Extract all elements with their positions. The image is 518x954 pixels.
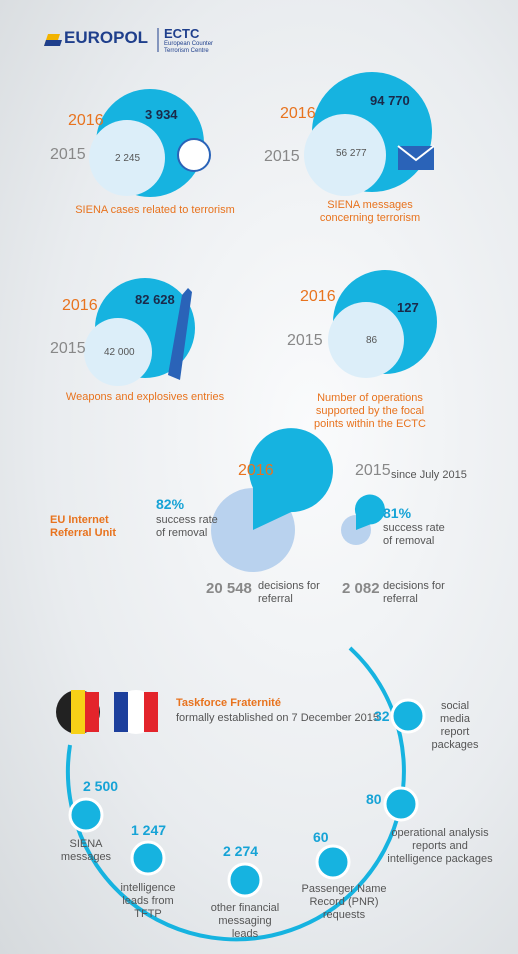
label: Number of operations supported by the fo… — [314, 392, 426, 430]
item-label: SIENA messages — [60, 838, 112, 863]
item-value: 2 274 — [223, 843, 259, 859]
year: 2015 — [264, 148, 300, 165]
year: 2015 — [287, 332, 323, 349]
item-value: 2 500 — [83, 778, 119, 794]
value: 86 — [366, 335, 378, 346]
item-label: operational analysis reports and intelli… — [387, 827, 493, 865]
item-label: Passenger Name Record (PNR) requests — [301, 883, 387, 921]
envelope-flap — [397, 145, 435, 162]
year: 2016 — [300, 288, 336, 305]
value: 2 245 — [115, 153, 141, 164]
search-icon — [177, 138, 211, 172]
rate-text: success rate of removal — [156, 514, 218, 539]
network-arc — [66, 646, 406, 942]
subtitle: formally established on 7 December 2015 — [176, 712, 380, 724]
decisions: 2 082 — [342, 580, 380, 597]
year: 2015 — [355, 462, 391, 479]
flag-stripe — [85, 692, 99, 732]
value: 94 770 — [370, 93, 410, 108]
year: 2015 — [50, 340, 86, 357]
logo: EUROPOL — [64, 28, 149, 47]
pie-slice — [249, 428, 334, 530]
section-title: Taskforce Fraternité — [176, 697, 281, 709]
decisions: 20 548 — [206, 580, 252, 597]
decisions-text: decisions for referral — [258, 580, 320, 605]
item-value: 60 — [313, 829, 329, 845]
value: 127 — [397, 300, 419, 315]
label: SIENA cases related to terrorism — [75, 204, 235, 216]
value: 42 000 — [104, 347, 135, 358]
bubbles — [84, 72, 437, 386]
rate: 81% — [383, 505, 412, 521]
section-title: EU Internet Referral Unit — [50, 514, 117, 539]
nodes — [68, 698, 426, 898]
label: Weapons and explosives entries — [65, 391, 225, 403]
item-value: 80 — [366, 791, 382, 807]
rate-text: success rate of removal — [383, 522, 445, 547]
logo-mark — [44, 34, 62, 46]
item-label: social media report packages — [431, 700, 479, 751]
flag-stripe — [114, 692, 128, 732]
item-label: intelligence leads from TFTP — [120, 882, 176, 920]
year: 2015 — [50, 146, 86, 163]
year: 2016 — [68, 112, 104, 129]
decisions-text: decisions for referral — [383, 580, 445, 605]
item-label: other financial messaging leads — [210, 902, 280, 940]
note: since July 2015 — [391, 469, 467, 481]
year: 2016 — [62, 297, 98, 314]
rate: 82% — [156, 496, 185, 512]
value: 3 934 — [145, 107, 178, 122]
year: 2016 — [238, 462, 274, 479]
weapon-icon — [168, 288, 192, 380]
item-value: 1 247 — [131, 822, 167, 838]
pies — [211, 428, 385, 572]
value: 82 628 — [135, 292, 175, 307]
value: 56 277 — [336, 148, 367, 159]
flag-stripe — [144, 692, 158, 732]
ectc-sub: European Counter Terrorism Centre — [164, 41, 214, 54]
ectc: ECTC — [164, 26, 200, 41]
pie-slice — [354, 494, 385, 530]
label: SIENA messages concerning terrorism — [319, 199, 421, 224]
item-value: 32 — [374, 708, 390, 724]
year: 2016 — [280, 105, 316, 122]
flag-stripe — [71, 690, 85, 734]
